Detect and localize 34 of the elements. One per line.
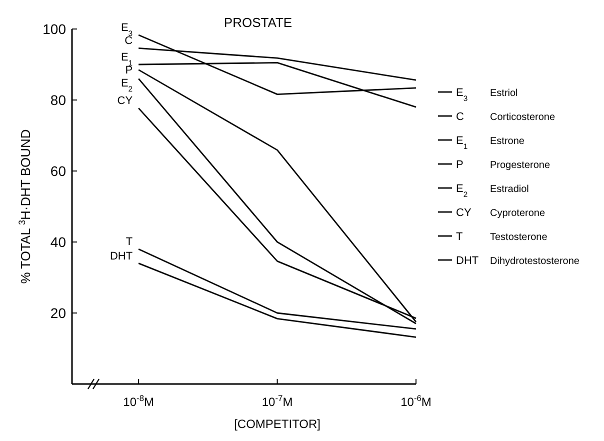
text: Corticosterone [490, 112, 556, 123]
y-tick-label: 40 [50, 234, 66, 250]
text: Dihydrotestosterone [490, 256, 580, 267]
legend-label: E$_{2}$ [456, 183, 468, 198]
text: P [125, 64, 133, 76]
text: C [124, 35, 133, 48]
text: Estradiol [490, 184, 529, 195]
x-tick-label: 10$^{-8}$M [123, 393, 154, 409]
x-tick-label: 10$^{-7}$M [262, 393, 293, 409]
text: Cyproterone [490, 208, 546, 219]
legend-label: DHT [456, 255, 479, 267]
text: E$_{2}$ [120, 78, 133, 93]
text: Estrone [490, 136, 525, 147]
text: T [126, 236, 133, 248]
text: CY [117, 95, 133, 108]
text: DHT [110, 250, 133, 262]
legend-label: T [456, 231, 463, 243]
x-axis-title: [COMPETITOR] [234, 417, 321, 431]
y-tick-label: 60 [50, 163, 66, 179]
x-tick-label: 10$^{-6}$M [400, 393, 432, 409]
text: E$_{1}$ [120, 52, 133, 67]
legend-label: C [456, 111, 464, 123]
text: Progesterone [490, 160, 550, 171]
legend-label: E$_{3}$ [456, 87, 468, 102]
text: Estriol [490, 88, 518, 99]
y-tick-label: 20 [50, 305, 66, 321]
y-tick-label: 80 [50, 92, 66, 108]
legend-label: CY [456, 207, 472, 219]
chart-title: PROSTATE [224, 15, 292, 30]
y-tick-label: 100 [42, 21, 66, 37]
legend-label: P [456, 159, 464, 171]
text: Testosterone [490, 232, 548, 243]
text: E$_{3}$ [120, 22, 133, 38]
legend-label: E$_{1}$ [456, 135, 468, 150]
